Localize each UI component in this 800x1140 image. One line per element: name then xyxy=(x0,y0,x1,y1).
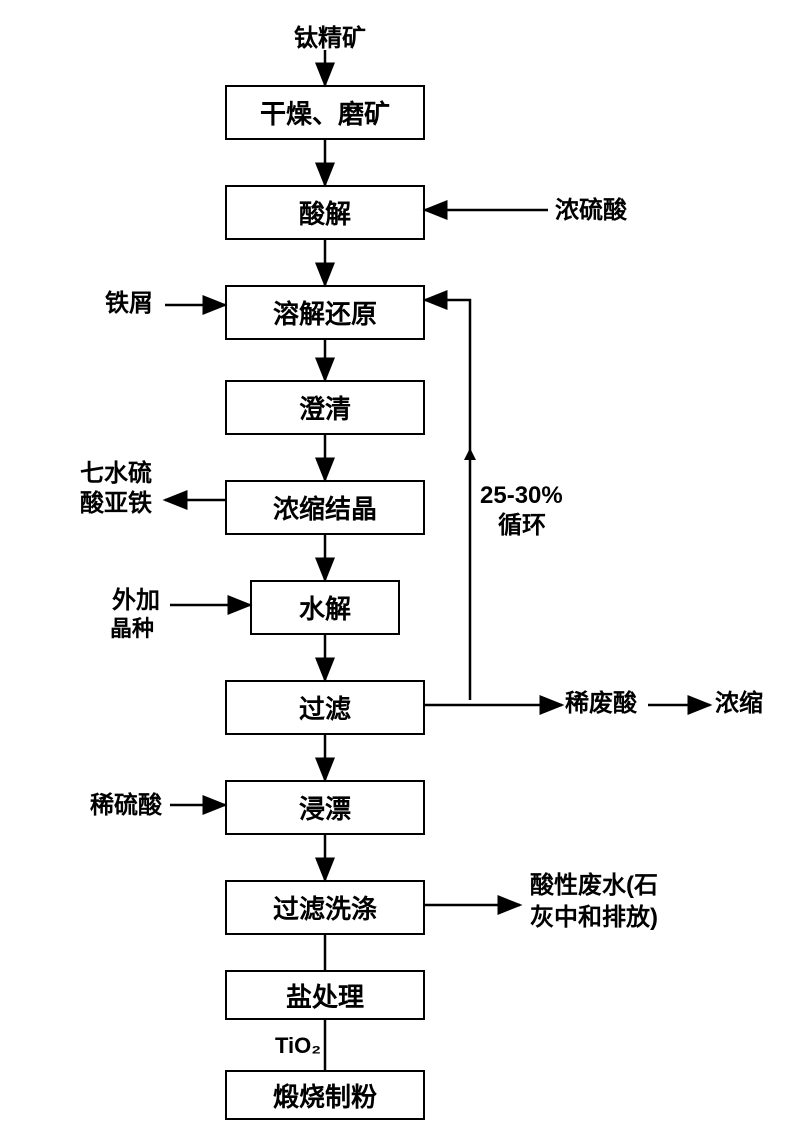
connector-layer xyxy=(0,0,800,1140)
flowchart-diagram: 钛精矿干燥、磨矿酸解溶解还原澄清浓缩结晶水解过滤浸漂过滤洗涤盐处理煅烧制粉浓硫酸… xyxy=(0,0,800,1140)
